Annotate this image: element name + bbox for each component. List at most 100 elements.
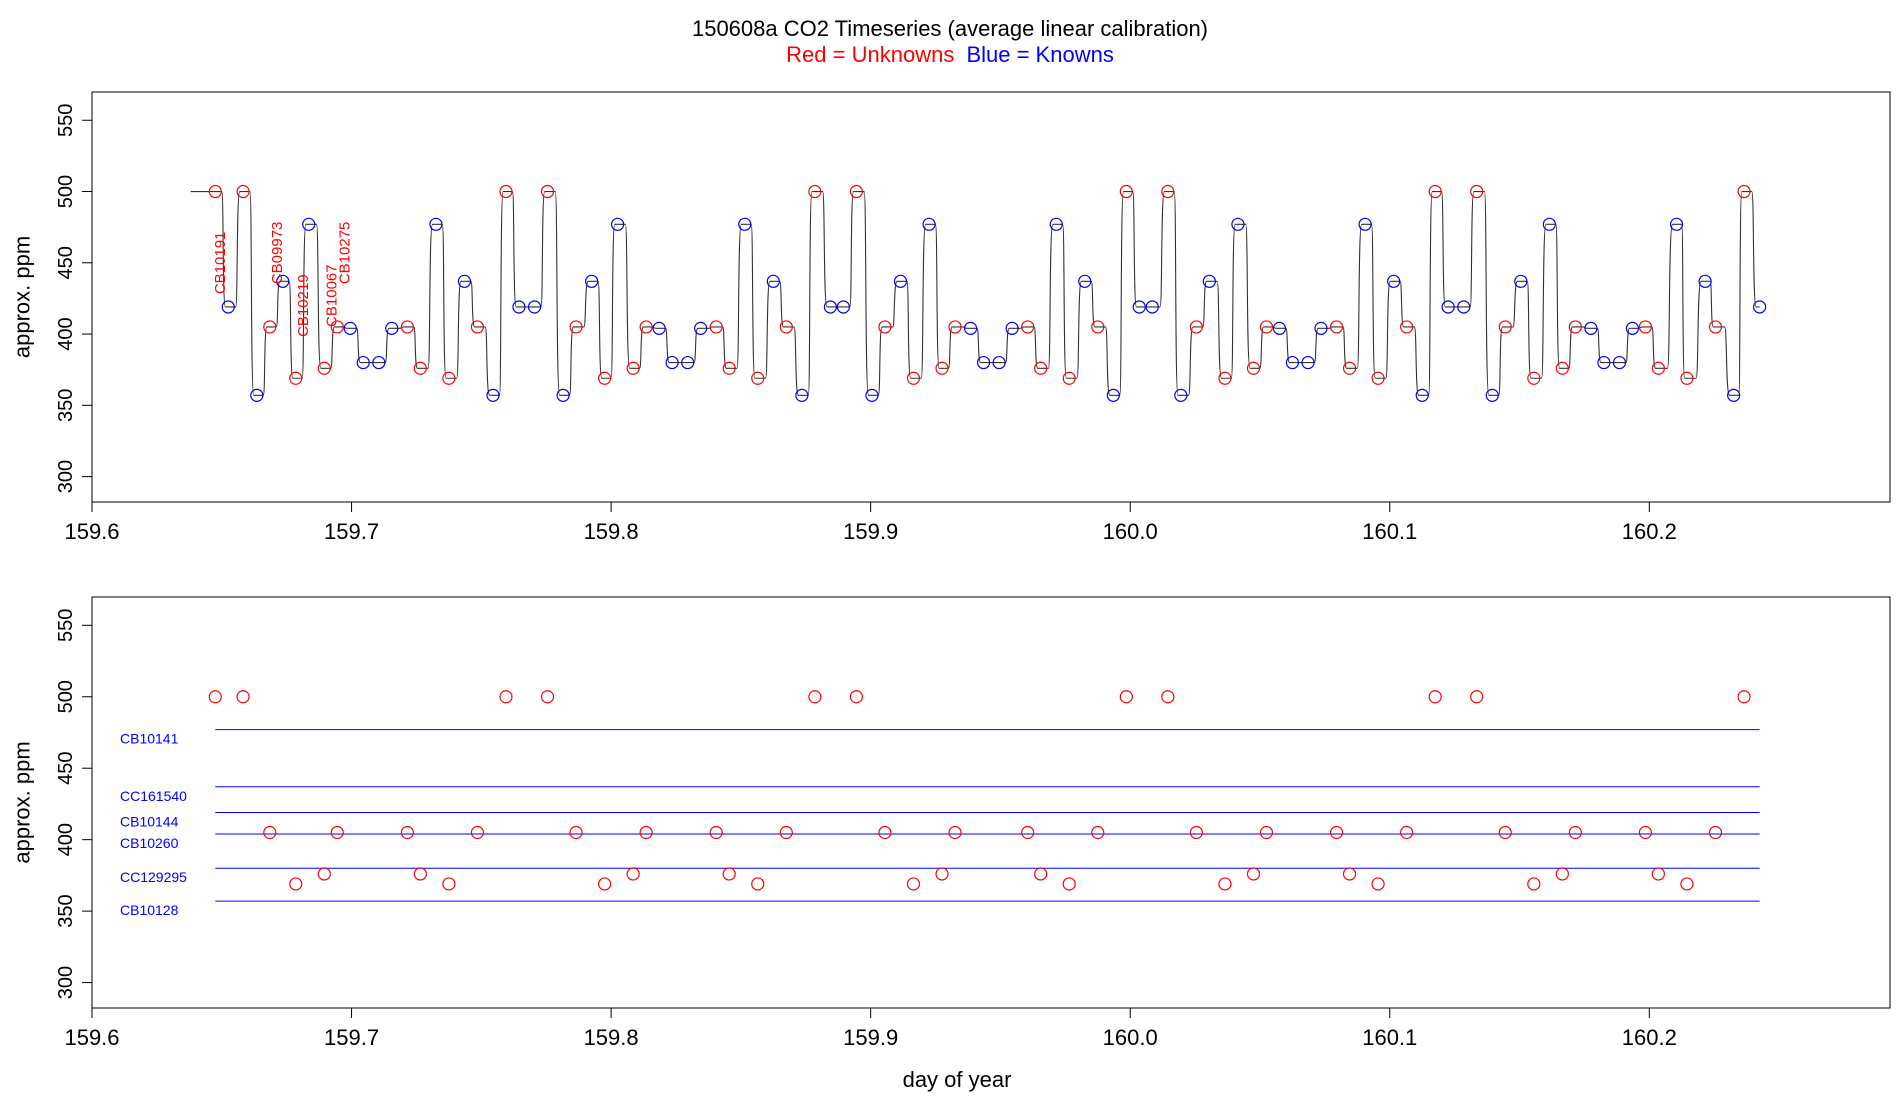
unknown-point: [1342, 361, 1357, 375]
unknown-point: [1259, 825, 1274, 840]
known-point: [527, 300, 542, 314]
tank-id-annotation: CB10275: [337, 222, 354, 285]
known-point: [250, 388, 264, 402]
unknown-point: [948, 320, 962, 334]
known-point: [665, 355, 679, 370]
known-point: [1358, 217, 1372, 231]
y-tick-label: 450: [55, 246, 77, 279]
unknown-point: [709, 825, 723, 840]
x-tick-label: 159.7: [324, 1025, 379, 1050]
unknown-point: [1161, 690, 1175, 704]
standard-label: CC129295: [120, 869, 187, 885]
unknown-point: [263, 320, 277, 334]
unknown-point: [722, 361, 736, 375]
known-point: [585, 274, 599, 288]
unknown-point: [1091, 825, 1105, 840]
known-point: [738, 217, 752, 231]
known-point: [1457, 300, 1471, 314]
unknown-point: [400, 320, 414, 334]
unknown-point: [1246, 361, 1261, 375]
unknown-point: [849, 690, 863, 704]
unknown-point: [1708, 320, 1723, 334]
y-tick-label: 350: [55, 894, 77, 927]
known-point: [1005, 321, 1019, 335]
known-point: [795, 388, 809, 402]
known-point: [1314, 321, 1328, 335]
known-point: [276, 274, 290, 288]
unknown-point: [1034, 361, 1048, 375]
unknown-point: [1568, 825, 1582, 840]
known-point: [694, 321, 708, 335]
unknown-point: [289, 371, 303, 385]
unknown-point: [1371, 877, 1385, 891]
subtitle-knowns-legend: Blue = Knowns: [966, 42, 1113, 67]
known-point: [652, 321, 666, 335]
x-tick-label: 159.9: [843, 519, 898, 544]
unknown-point: [1651, 361, 1665, 375]
known-point: [1441, 300, 1455, 314]
known-point: [1514, 274, 1528, 288]
unknown-point: [1400, 320, 1414, 334]
unknown-point: [330, 825, 344, 840]
unknown-point: [1638, 320, 1653, 334]
y-tick-label: 500: [55, 680, 77, 713]
unknown-point: [1470, 690, 1484, 704]
known-point: [1106, 388, 1120, 402]
known-point: [976, 355, 991, 370]
figure-title: 150608a CO2 Timeseries (average linear c…: [692, 16, 1208, 41]
x-tick-label: 160.1: [1362, 1025, 1417, 1050]
unknown-point: [598, 877, 612, 891]
unknown-point: [1342, 867, 1357, 881]
unknown-point: [751, 371, 765, 385]
x-tick-label: 160.0: [1103, 519, 1158, 544]
known-point: [372, 355, 386, 370]
known-point: [1202, 274, 1216, 288]
known-point: [992, 355, 1006, 370]
unknown-point: [1638, 825, 1653, 840]
unknown-point: [709, 320, 723, 334]
unknown-point: [413, 361, 427, 375]
known-point: [836, 300, 851, 314]
known-point: [1415, 388, 1429, 402]
known-point: [1625, 321, 1640, 335]
subtitle-unknowns-legend: Red = Unknowns: [786, 42, 954, 67]
bottom-panel-unknowns-and-standards: 300 350 400 450 500 550 approx. ppm 159.6 159.7 1…: [10, 596, 1891, 1050]
y-tick-label: 300: [55, 966, 77, 999]
x-tick-label: 159.9: [843, 1025, 898, 1050]
unknown-point: [1021, 825, 1035, 840]
unknown-point: [751, 877, 765, 891]
known-point: [556, 388, 570, 402]
y-tick-label: 400: [55, 317, 77, 350]
y-axis-label: approx. ppm: [10, 236, 35, 358]
known-point: [1727, 388, 1741, 402]
known-point: [1584, 321, 1598, 335]
unknown-point: [1189, 320, 1203, 334]
unknown-point: [1708, 825, 1723, 840]
unknown-point: [1527, 371, 1541, 385]
unknown-point: [722, 867, 736, 881]
unknown-point: [906, 877, 921, 891]
y-axis-label: approx. ppm: [10, 741, 35, 863]
unknown-point: [1189, 825, 1203, 840]
unknown-point: [1119, 184, 1133, 199]
unknown-point: [236, 690, 250, 704]
known-point: [1669, 217, 1684, 231]
unknown-point: [1555, 867, 1569, 881]
tank-id-annotation: CB10067: [324, 264, 341, 327]
unknown-point: [499, 690, 513, 704]
x-tick-label: 160.1: [1362, 519, 1417, 544]
unknown-point: [906, 371, 921, 385]
unknown-point: [1091, 320, 1105, 334]
standard-label: CB10260: [120, 835, 179, 851]
unknown-point: [849, 184, 863, 199]
unknown-point: [317, 867, 331, 881]
unknown-point: [1062, 371, 1076, 385]
known-point: [823, 300, 838, 314]
unknown-point: [470, 320, 485, 334]
unknown-point: [626, 361, 640, 375]
unknown-point: [878, 320, 892, 334]
known-point: [1174, 388, 1188, 402]
tank-id-annotation: CB09973: [269, 222, 286, 285]
known-point: [1078, 274, 1092, 288]
top-panel-timeseries: 300 350 400 450 500 550 approx. ppm 159.6 159.7 1…: [10, 91, 1891, 544]
